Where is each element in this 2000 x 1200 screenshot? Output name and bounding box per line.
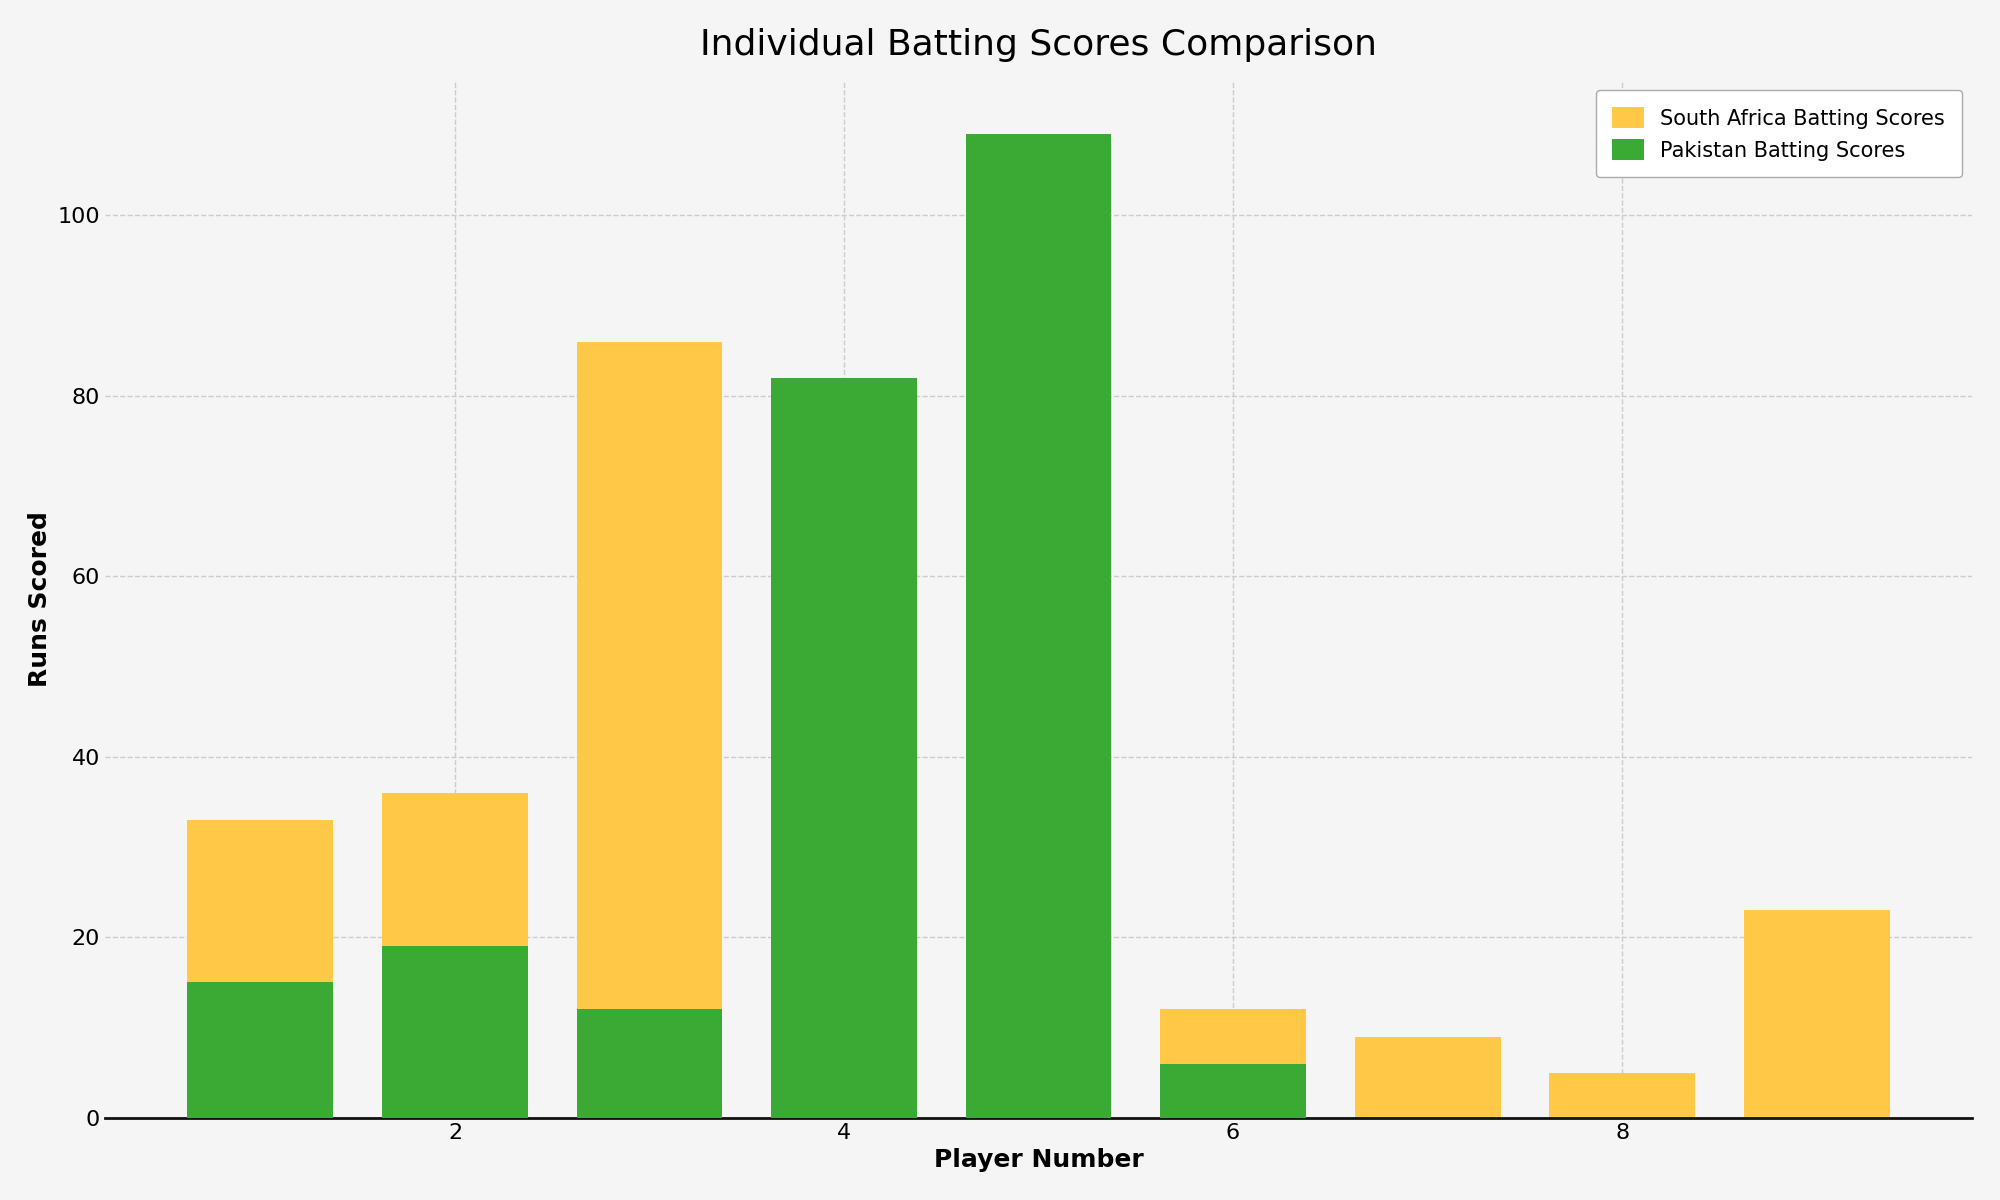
Legend: South Africa Batting Scores, Pakistan Batting Scores: South Africa Batting Scores, Pakistan Ba… xyxy=(1596,90,1962,178)
Y-axis label: Runs Scored: Runs Scored xyxy=(28,511,52,686)
Bar xyxy=(382,793,528,1118)
Bar xyxy=(1550,1073,1696,1118)
Bar xyxy=(1160,1063,1306,1118)
Bar xyxy=(382,947,528,1118)
X-axis label: Player Number: Player Number xyxy=(934,1148,1144,1172)
Bar xyxy=(772,983,916,1118)
Bar xyxy=(966,134,1112,1118)
Bar xyxy=(1160,1009,1306,1118)
Bar xyxy=(576,342,722,1118)
Title: Individual Batting Scores Comparison: Individual Batting Scores Comparison xyxy=(700,28,1378,61)
Bar xyxy=(576,1009,722,1118)
Bar xyxy=(966,1027,1112,1118)
Bar xyxy=(188,820,334,1118)
Bar xyxy=(1354,1037,1500,1118)
Bar xyxy=(772,378,916,1118)
Bar xyxy=(1744,910,1890,1118)
Bar xyxy=(188,983,334,1118)
